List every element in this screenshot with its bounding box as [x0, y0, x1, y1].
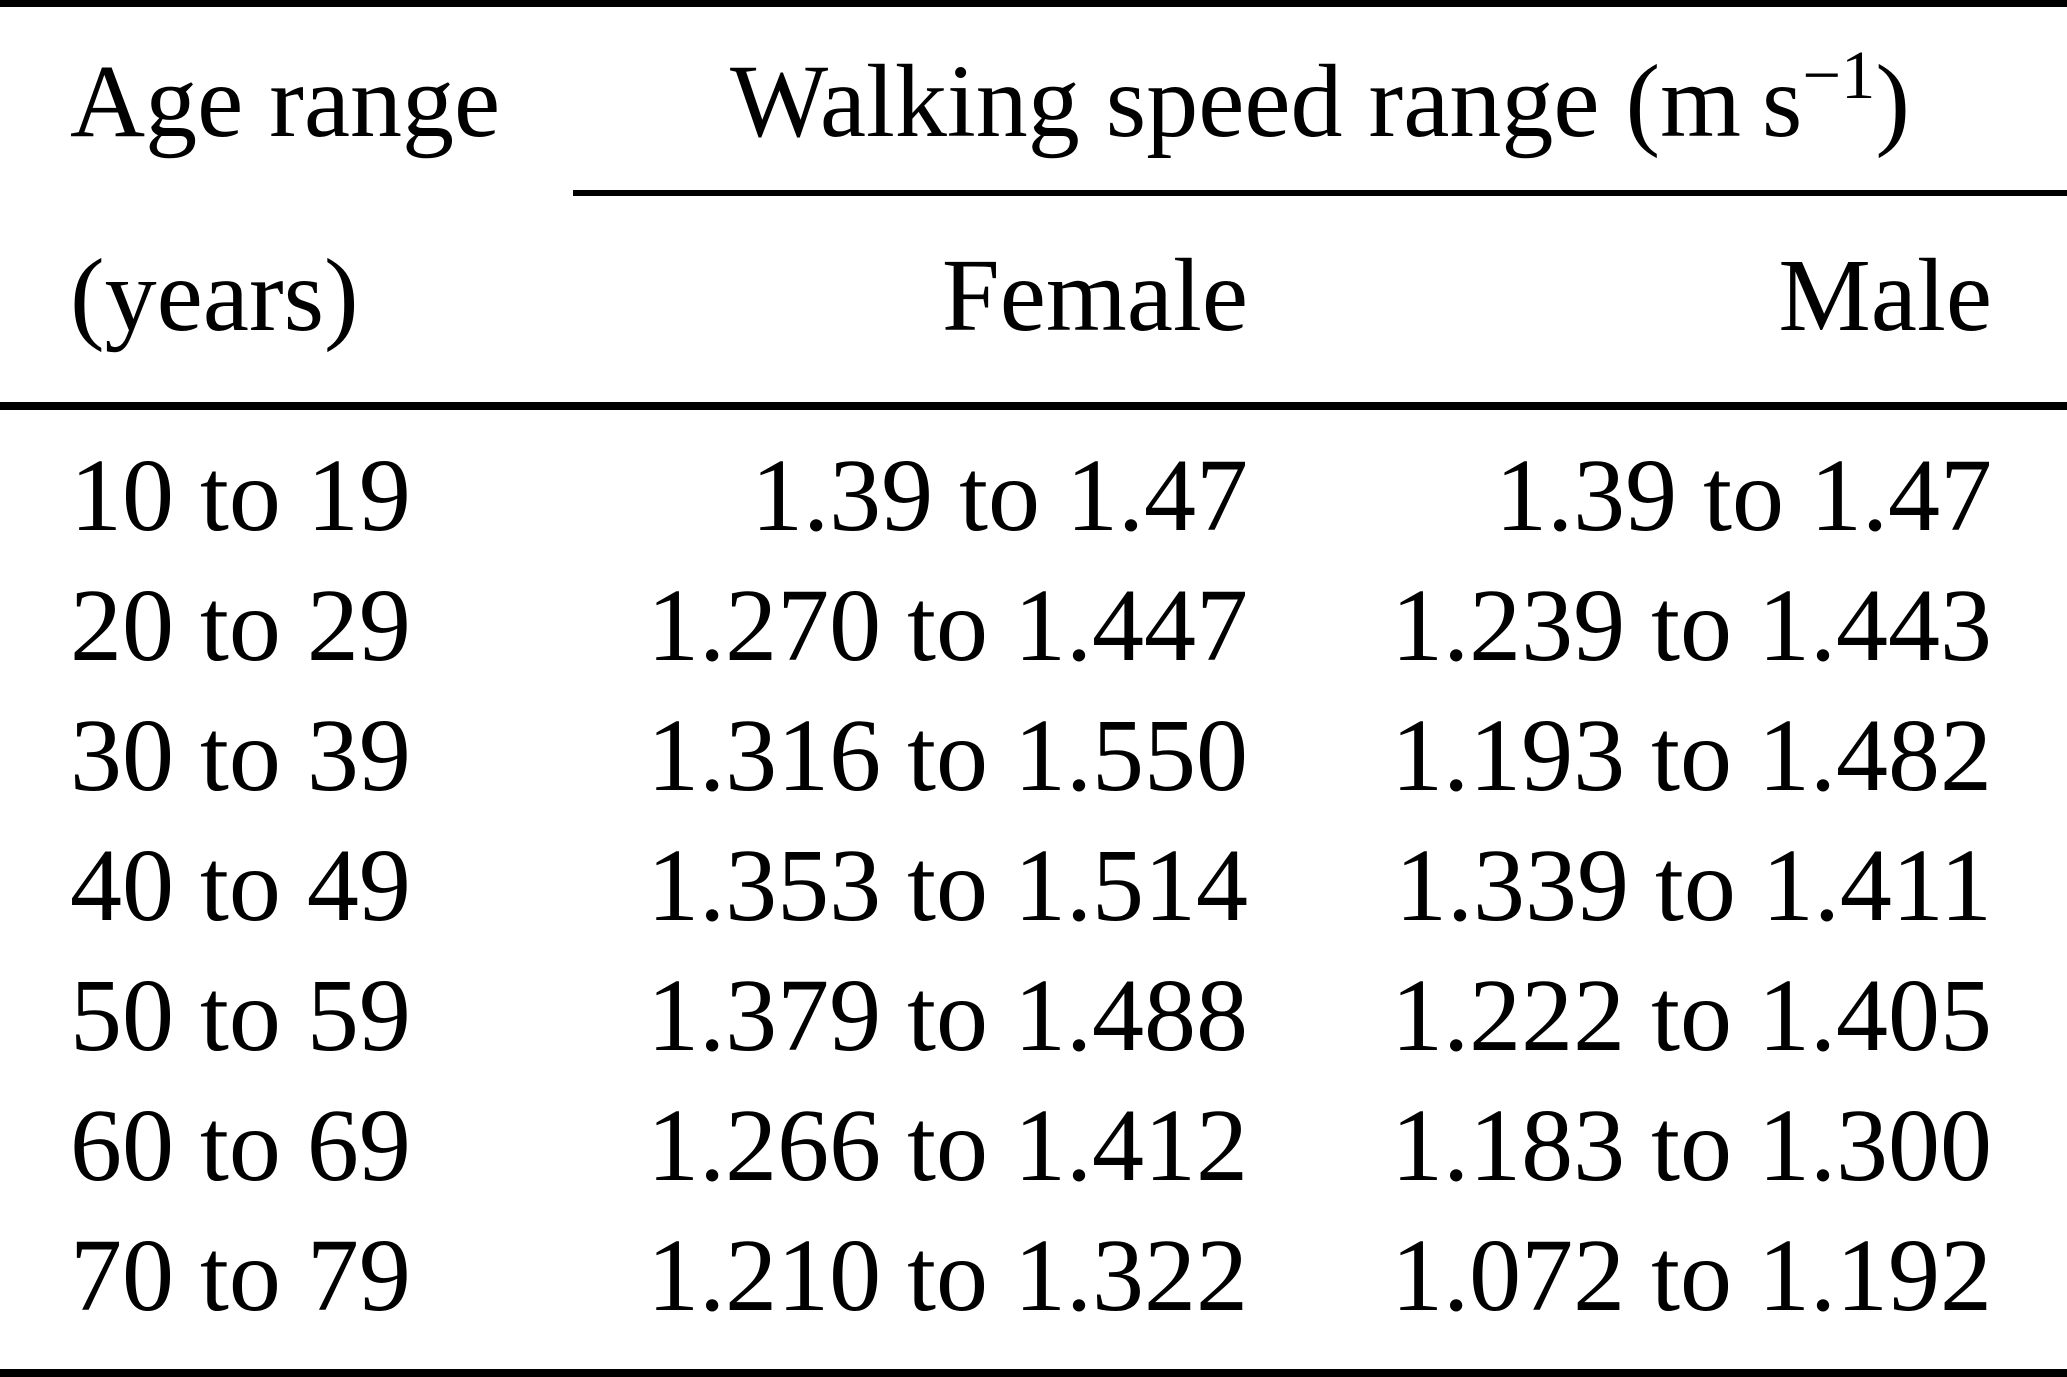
male-cell: 1.072 to 1.192	[1391, 1218, 1992, 1333]
female-cell: 1.353 to 1.514	[647, 828, 1248, 943]
age-range-header: Age range	[70, 44, 501, 159]
walking-speed-header-text: Walking speed range (m s	[729, 44, 1803, 159]
female-cell: 1.379 to 1.488	[647, 958, 1248, 1073]
age-cell: 20 to 29	[70, 568, 411, 683]
male-cell: 1.39 to 1.47	[1495, 438, 1992, 553]
walking-speed-range-header: Walking speed range (m s−1)	[573, 34, 2067, 169]
age-cell: 60 to 69	[70, 1088, 411, 1203]
female-cell: 1.210 to 1.322	[647, 1218, 1248, 1333]
age-cell: 50 to 59	[70, 958, 411, 1073]
age-cell: 30 to 39	[70, 698, 411, 813]
top-rule	[0, 0, 2067, 7]
male-cell: 1.183 to 1.300	[1391, 1088, 1992, 1203]
age-cell: 70 to 79	[70, 1218, 411, 1333]
male-cell: 1.193 to 1.482	[1391, 698, 1992, 813]
header-midrule	[0, 402, 2067, 410]
column-group-rule	[573, 190, 2067, 196]
female-cell: 1.39 to 1.47	[751, 438, 1248, 553]
male-cell: 1.239 to 1.443	[1391, 568, 1992, 683]
female-cell: 1.270 to 1.447	[647, 568, 1248, 683]
bottom-rule	[0, 1369, 2067, 1377]
age-cell: 40 to 49	[70, 828, 411, 943]
female-cell: 1.316 to 1.550	[647, 698, 1248, 813]
walking-speed-exponent: −1	[1802, 37, 1876, 114]
walking-speed-header-close-paren: )	[1875, 44, 1910, 159]
female-cell: 1.266 to 1.412	[647, 1088, 1248, 1203]
male-cell: 1.222 to 1.405	[1391, 958, 1992, 1073]
age-cell: 10 to 19	[70, 438, 411, 553]
male-cell: 1.339 to 1.411	[1394, 828, 1992, 943]
years-unit-header: (years)	[70, 238, 359, 353]
female-column-header: Female	[941, 238, 1248, 353]
male-column-header: Male	[1778, 238, 1992, 353]
